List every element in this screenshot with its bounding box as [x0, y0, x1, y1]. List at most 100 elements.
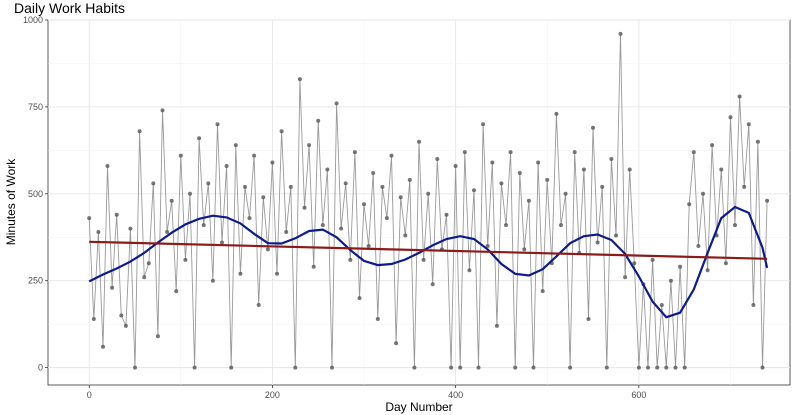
data-point [412, 365, 417, 370]
data-point [417, 139, 421, 144]
data-point [476, 365, 481, 370]
data-point [352, 150, 357, 155]
data-point [105, 164, 110, 168]
data-point [265, 247, 270, 252]
data-point [755, 139, 760, 144]
data-point [229, 365, 234, 370]
data-point [188, 191, 192, 196]
data-point [243, 184, 247, 189]
x-tick-label: 200 [265, 390, 280, 400]
data-point [174, 289, 179, 294]
data-point [655, 365, 660, 370]
data-point [142, 275, 147, 280]
data-point [545, 177, 550, 182]
data-point [91, 317, 96, 321]
data-point [627, 167, 632, 172]
data-point [366, 244, 371, 248]
data-point [604, 365, 609, 370]
smooth-trend [88, 205, 769, 319]
data-point [284, 230, 289, 234]
data-point [485, 244, 490, 248]
data-point [444, 212, 449, 217]
data-point [110, 285, 115, 290]
data-point [297, 77, 302, 82]
data-point [494, 323, 499, 328]
data-point [733, 223, 737, 228]
data-point [435, 157, 440, 161]
x-tick-label: 600 [631, 390, 646, 400]
data-point [270, 160, 275, 165]
data-point [472, 188, 476, 193]
data-point [279, 129, 284, 134]
data-point [508, 150, 513, 155]
data-point [517, 171, 522, 175]
x-axis-label: Day Number [385, 400, 452, 414]
data-point [133, 365, 137, 370]
data-point [682, 365, 687, 370]
data-point [339, 226, 344, 231]
data-point [275, 271, 279, 276]
data-point [728, 115, 733, 120]
data-point [394, 341, 399, 346]
y-tick-label: 0 [38, 363, 43, 373]
data-point [481, 122, 486, 127]
data-point [238, 271, 243, 276]
data-point [256, 303, 261, 307]
data-point [371, 171, 376, 175]
data-point [206, 181, 211, 186]
data-point [691, 150, 696, 155]
data-point [710, 143, 715, 148]
data-point [247, 216, 252, 221]
data-point [591, 125, 595, 130]
data-point [536, 160, 541, 165]
data-point [636, 365, 641, 370]
data-point [581, 167, 586, 172]
data-point [311, 264, 316, 269]
data-point [723, 261, 728, 266]
data-point [123, 323, 128, 328]
data-point [540, 289, 545, 294]
data-point [742, 184, 747, 189]
data-point [504, 223, 508, 228]
data-point [563, 191, 568, 196]
data-point [233, 143, 238, 148]
data-point [430, 282, 435, 287]
data-point [307, 143, 312, 148]
data-point [128, 226, 133, 231]
smooth-trend-line [88, 205, 769, 319]
data-point [678, 264, 683, 269]
data-point [210, 278, 215, 283]
data-point [554, 111, 559, 116]
data-point [87, 216, 92, 221]
data-point [293, 365, 298, 370]
data-point [462, 150, 467, 155]
data-point [407, 177, 412, 182]
data-point [192, 365, 197, 370]
data-point [160, 108, 165, 113]
data-point [760, 365, 765, 370]
data-point [384, 216, 389, 221]
data-point [197, 136, 202, 141]
data-point [114, 212, 119, 217]
data-point [453, 164, 458, 168]
data-point [119, 313, 124, 318]
data-point [737, 94, 742, 99]
x-tick-label: 400 [448, 390, 463, 400]
y-axis-label: Minutes of Work [4, 158, 18, 245]
data-point [334, 101, 339, 106]
data-point [398, 195, 403, 200]
chart-title: Daily Work Habits [14, 0, 125, 16]
data-point [421, 257, 426, 262]
data-point [220, 240, 224, 245]
data-point [96, 230, 101, 234]
data-point [343, 181, 348, 186]
data-point [623, 275, 628, 280]
data-point [650, 257, 655, 262]
y-tick-label: 1000 [23, 15, 43, 25]
data-point [362, 202, 366, 207]
data-point [696, 244, 701, 248]
data-point [137, 129, 142, 134]
data-point [586, 317, 591, 321]
data-point [178, 153, 183, 158]
